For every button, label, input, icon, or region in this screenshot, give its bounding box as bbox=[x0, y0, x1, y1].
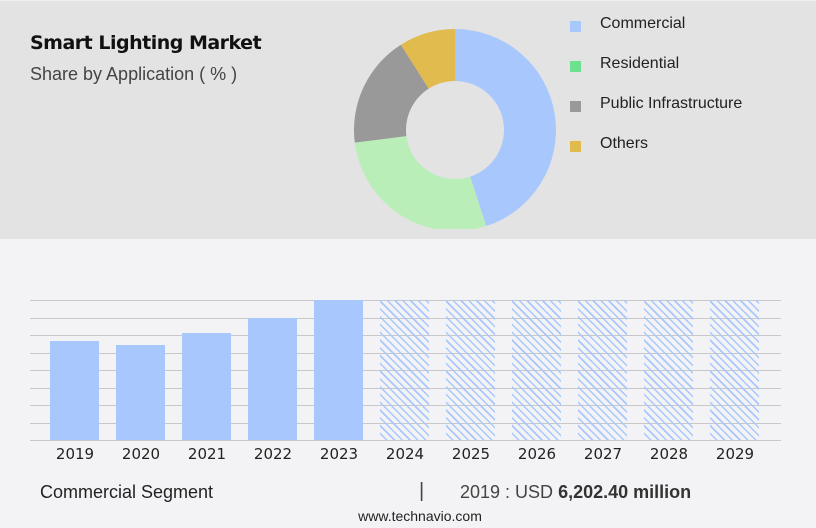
segment-label: Commercial Segment bbox=[40, 482, 214, 502]
bar-2028 bbox=[644, 300, 693, 440]
x-axis-label: 2028 bbox=[649, 445, 689, 463]
donut-slice-public-infrastructure bbox=[354, 44, 429, 143]
x-axis-label: 2022 bbox=[253, 445, 293, 463]
legend-label: Others bbox=[600, 135, 649, 152]
donut-chart bbox=[340, 1, 580, 229]
swatch-icon bbox=[570, 21, 581, 32]
legend-label: Commercial bbox=[600, 15, 686, 32]
share-panel: Smart Lighting Market Share by Applicati… bbox=[0, 0, 816, 239]
bar-2029 bbox=[710, 300, 759, 440]
swatch-icon bbox=[570, 61, 581, 72]
segment-amount: 6,202.40 million bbox=[558, 482, 692, 502]
bar-2026 bbox=[512, 300, 561, 440]
x-axis-label: 2029 bbox=[715, 445, 755, 463]
footer-separator: | bbox=[419, 480, 425, 502]
bar-2019 bbox=[50, 341, 99, 440]
bar-2023 bbox=[314, 300, 363, 440]
swatch-icon bbox=[570, 101, 581, 112]
bar-2024 bbox=[380, 300, 429, 440]
bar-2025 bbox=[446, 300, 495, 440]
chart-title: Smart Lighting Market bbox=[30, 32, 262, 54]
x-axis-label: 2024 bbox=[385, 445, 425, 463]
bar-2027 bbox=[578, 300, 627, 440]
donut-slice-others bbox=[400, 29, 455, 89]
x-axis-label: 2019 bbox=[55, 445, 95, 463]
segment-value: 2019 : USD 6,202.40 million bbox=[460, 482, 691, 503]
legend-label: Public Infrastructure bbox=[600, 95, 743, 112]
x-axis-label: 2026 bbox=[517, 445, 557, 463]
donut-slice-commercial bbox=[455, 29, 556, 227]
source-url: www.technavio.com bbox=[358, 508, 482, 524]
segment-year: 2019 : USD bbox=[460, 482, 559, 502]
x-axis-label: 2020 bbox=[121, 445, 161, 463]
donut-slice-residential bbox=[354, 136, 487, 229]
x-axis-label: 2027 bbox=[583, 445, 623, 463]
gridline bbox=[30, 440, 781, 441]
bar-2020 bbox=[116, 345, 165, 440]
swatch-icon bbox=[570, 141, 581, 152]
x-axis-label: 2025 bbox=[451, 445, 491, 463]
x-axis-label: 2021 bbox=[187, 445, 227, 463]
bar-2021 bbox=[182, 332, 231, 440]
bar-2022 bbox=[248, 317, 297, 440]
bar-chart: 2019 2020 2021 2022 2023 2024 2025 2026 2027 2028… bbox=[0, 239, 816, 479]
legend-label: Residential bbox=[600, 55, 680, 72]
x-axis-label: 2023 bbox=[319, 445, 359, 463]
chart-subtitle: Share by Application ( % ) bbox=[30, 64, 238, 84]
